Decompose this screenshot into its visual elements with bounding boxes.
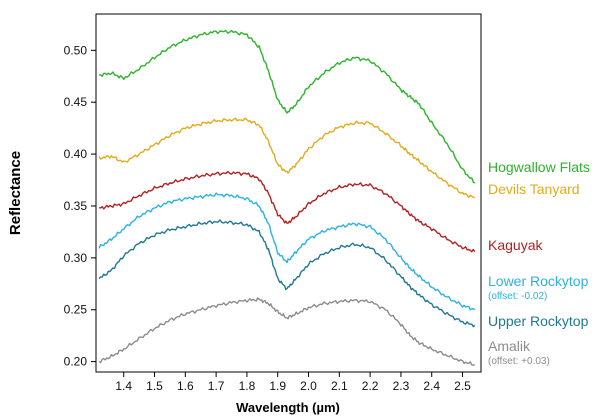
y-tick-label: 0.50: [64, 43, 88, 57]
x-tick-label: 2.2: [362, 379, 379, 393]
x-tick-label: 1.6: [177, 379, 194, 393]
x-tick-label: 2.4: [423, 379, 440, 393]
series-label-devils-tanyard: Devils Tanyard: [488, 181, 580, 197]
y-axis: 0.20 0.25 0.30 0.35 0.40 0.45 0.50: [64, 43, 96, 369]
y-tick-label: 0.25: [64, 303, 88, 317]
x-tick-label: 1.7: [208, 379, 225, 393]
x-tick-label: 1.4: [115, 379, 132, 393]
series-label-kaguyak: Kaguyak: [488, 237, 543, 253]
y-tick-label: 0.20: [64, 355, 88, 369]
series-labels: Hogwallow Flats Devils Tanyard Kaguyak Lowe…: [488, 159, 590, 367]
series-lines: [98, 29, 476, 366]
x-tick-label: 1.8: [239, 379, 256, 393]
x-tick-label: 1.5: [146, 379, 163, 393]
y-tick-label: 0.30: [64, 251, 88, 265]
x-tick-label: 2.5: [454, 379, 471, 393]
y-tick-label: 0.35: [64, 199, 88, 213]
plot-area: [95, 13, 482, 373]
series-line-hogwallow-flats: [98, 29, 476, 184]
x-axis-title: Wavelength (µm): [236, 400, 340, 415]
series-label-upper-rockytop: Upper Rockytop: [488, 313, 589, 329]
y-tick-label: 0.40: [64, 147, 88, 161]
series-label-amalik: Amalik: [488, 338, 531, 354]
series-line-upper-rockytop: [98, 219, 476, 328]
series-line-devils-tanyard: [98, 117, 476, 199]
x-tick-label: 2.1: [331, 379, 348, 393]
x-tick-label: 2.3: [393, 379, 410, 393]
series-line-kaguyak: [99, 170, 476, 253]
series-label-lower-rockytop: Lower Rockytop: [488, 273, 589, 289]
series-line-lower-rockytop: [98, 192, 476, 311]
y-tick-label: 0.45: [64, 95, 88, 109]
y-axis-title: Reflectance: [7, 151, 24, 235]
series-note-lower-rockytop: (offset: -0.02): [488, 291, 547, 302]
series-label-hogwallow-flats: Hogwallow Flats: [488, 159, 590, 175]
x-tick-label: 1.9: [269, 379, 286, 393]
series-note-amalik: (offset: +0.03): [488, 356, 550, 367]
x-tick-label: 2.0: [300, 379, 317, 393]
x-axis: 1.4 1.5 1.6 1.7 1.8 1.9 2.0 2.1 2.2 2.3 2.4 2.5: [115, 372, 471, 393]
plot-frame: [95, 13, 482, 373]
series-line-amalik: [98, 297, 476, 366]
